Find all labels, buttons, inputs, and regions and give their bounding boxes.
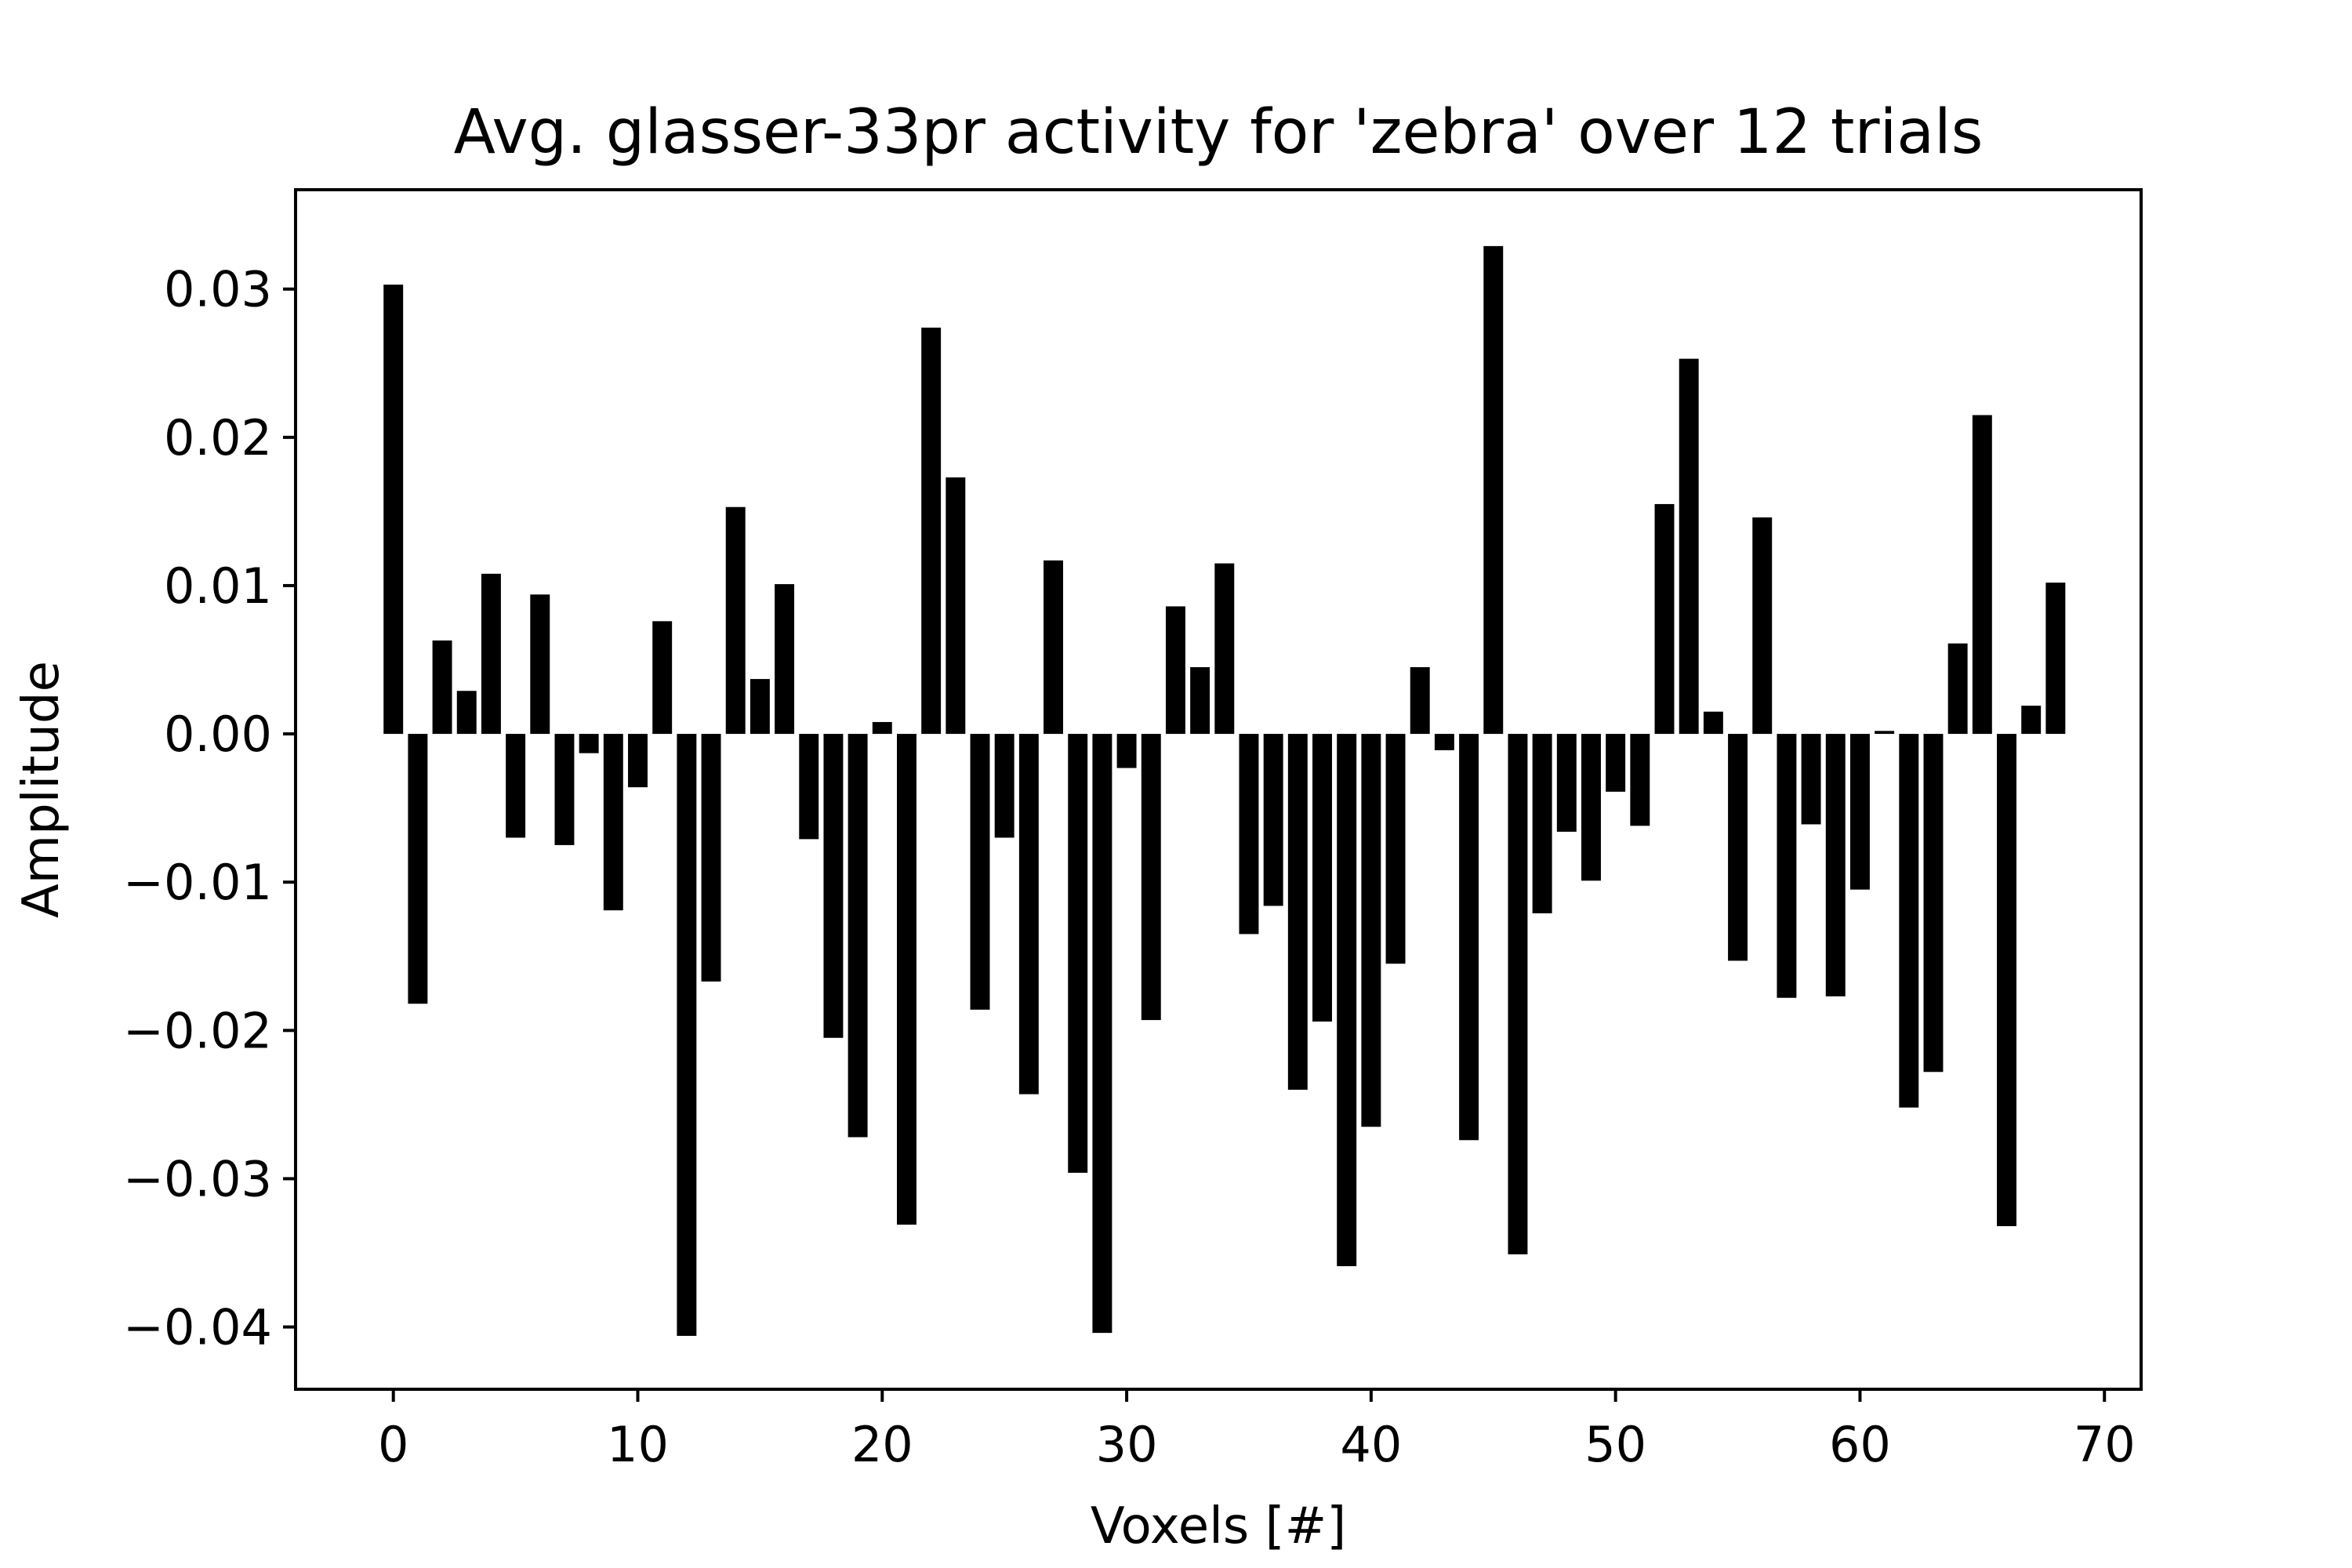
bar-4 — [481, 573, 501, 735]
bar-42 — [1410, 666, 1430, 735]
y-tick-label: −0.01 — [123, 854, 272, 911]
bar-13 — [701, 734, 721, 982]
bar-15 — [750, 679, 770, 735]
bar-10 — [628, 734, 648, 788]
bar-21 — [897, 734, 916, 1225]
x-tick-label: 50 — [1584, 1416, 1646, 1473]
y-axis: 0.03 0.02 0.01 0.00 −0.01 −0.02 −0.03 −0.04 — [123, 261, 296, 1356]
bar-37 — [1287, 734, 1308, 1090]
bar-54 — [1703, 711, 1723, 735]
bar-28 — [1068, 734, 1088, 1173]
bar-39 — [1337, 734, 1357, 1267]
bar-19 — [848, 734, 868, 1138]
x-tick-label: 0 — [378, 1416, 408, 1473]
y-tick-label: 0.01 — [164, 557, 272, 615]
y-axis-label: Amplitude — [13, 661, 71, 918]
bar-58 — [1801, 734, 1821, 825]
bar-48 — [1556, 734, 1577, 832]
bar-14 — [725, 506, 746, 735]
bar-6 — [530, 594, 550, 735]
bar-16 — [775, 584, 795, 735]
bar-68 — [2045, 583, 2066, 735]
x-tick-label: 30 — [1096, 1416, 1158, 1473]
bar-60 — [1849, 734, 1870, 890]
bar-9 — [603, 734, 623, 911]
bar-30 — [1116, 734, 1137, 768]
bar-49 — [1581, 734, 1601, 881]
bar-65 — [1972, 415, 1992, 735]
y-tick-label: −0.02 — [123, 1002, 272, 1059]
bar-17 — [799, 734, 819, 840]
bar-24 — [970, 734, 990, 1010]
bar-3 — [456, 691, 477, 735]
bar-38 — [1312, 734, 1332, 1022]
bar-63 — [1923, 734, 1944, 1073]
bar-22 — [921, 327, 942, 735]
x-axis-label: Voxels [#] — [1091, 1497, 1346, 1555]
bar-12 — [677, 734, 697, 1336]
bar-47 — [1532, 734, 1552, 913]
bar-61 — [1875, 731, 1895, 735]
x-tick-label: 70 — [2074, 1416, 2136, 1473]
bar-20 — [872, 721, 892, 735]
bar-2 — [432, 640, 452, 735]
bar-62 — [1899, 734, 1919, 1108]
bars-layer — [383, 245, 2066, 1336]
y-tick-label: 0.02 — [164, 409, 272, 466]
bar-59 — [1825, 734, 1846, 996]
y-tick-label: −0.03 — [123, 1150, 272, 1207]
y-tick-label: 0.00 — [164, 706, 272, 763]
bar-8 — [579, 734, 599, 753]
bar-64 — [1947, 643, 1968, 735]
x-tick-label: 40 — [1340, 1416, 1402, 1473]
bar-18 — [823, 734, 844, 1038]
bar-26 — [1018, 734, 1039, 1094]
x-axis: 0 10 20 30 40 50 60 70 — [378, 1389, 2136, 1473]
bar-34 — [1214, 563, 1235, 735]
bar-53 — [1679, 358, 1699, 735]
bar-0 — [383, 285, 404, 735]
bar-7 — [554, 734, 575, 845]
bar-25 — [994, 734, 1014, 838]
bar-41 — [1385, 734, 1406, 964]
y-tick-label: 0.03 — [164, 261, 272, 318]
bar-43 — [1434, 734, 1454, 750]
bar-5 — [506, 734, 526, 838]
bar-31 — [1141, 734, 1161, 1021]
bar-11 — [652, 621, 673, 735]
x-tick-label: 60 — [1829, 1416, 1891, 1473]
bar-56 — [1752, 517, 1773, 735]
bar-36 — [1263, 734, 1283, 906]
bar-46 — [1508, 734, 1528, 1254]
bar-32 — [1165, 606, 1185, 735]
plot-frame — [294, 188, 2143, 1391]
bar-55 — [1728, 734, 1748, 961]
bar-1 — [408, 734, 428, 1004]
chart-title: Avg. glasser-33pr activity for 'zebra' o… — [454, 97, 1984, 168]
bar-23 — [946, 477, 966, 735]
bar-57 — [1777, 734, 1797, 998]
bar-50 — [1606, 734, 1626, 792]
bar-33 — [1190, 666, 1210, 735]
bar-67 — [2021, 706, 2042, 735]
bar-66 — [1997, 734, 2016, 1226]
bar-45 — [1483, 245, 1504, 735]
x-tick-label: 10 — [607, 1416, 669, 1473]
bar-52 — [1654, 503, 1675, 735]
bar-40 — [1361, 734, 1381, 1127]
x-tick-label: 20 — [851, 1416, 913, 1473]
bar-35 — [1239, 734, 1259, 935]
y-tick-label: −0.04 — [123, 1299, 272, 1356]
bar-29 — [1092, 734, 1112, 1334]
bar-44 — [1459, 734, 1479, 1141]
bar-27 — [1044, 560, 1064, 735]
bar-51 — [1630, 734, 1650, 826]
